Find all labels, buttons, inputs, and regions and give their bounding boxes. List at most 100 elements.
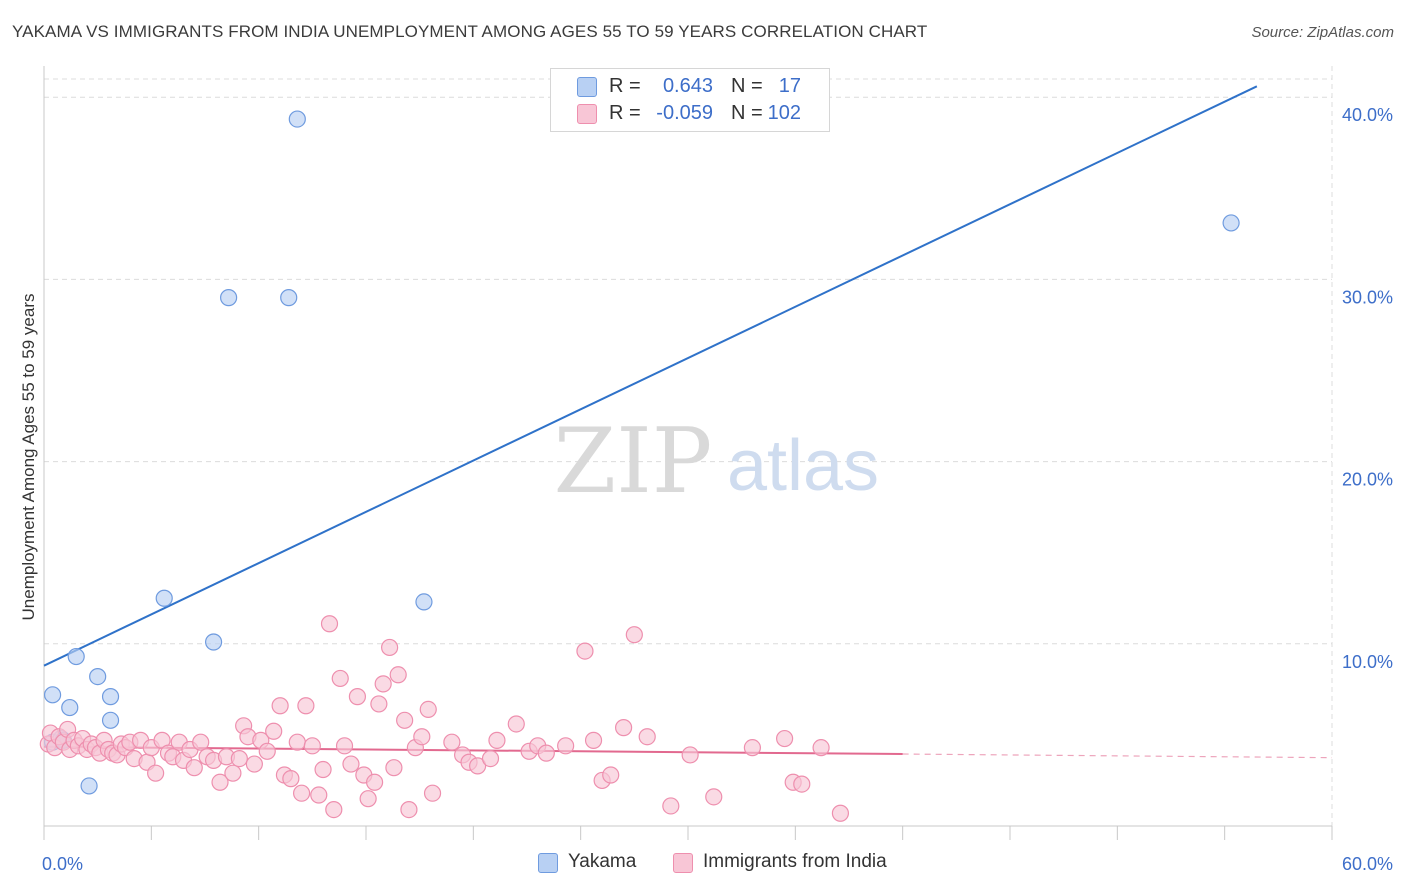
watermark: ZIP atlas <box>554 409 879 514</box>
point-yakama <box>280 289 298 307</box>
point-india <box>385 759 403 777</box>
watermark-zip: ZIP <box>554 409 713 514</box>
point-india <box>331 669 349 688</box>
point-india <box>258 742 276 760</box>
point-india <box>211 773 229 791</box>
point-india <box>831 804 850 822</box>
point-india <box>443 733 461 751</box>
point-india <box>271 697 289 715</box>
point-yakama <box>1222 214 1240 232</box>
legend-n-value: 102 <box>767 102 801 124</box>
legend-swatch-yakama <box>538 853 558 873</box>
point-india <box>423 784 442 802</box>
point-india <box>310 786 328 804</box>
point-india <box>481 749 500 768</box>
point-india <box>775 729 794 748</box>
watermark-atlas: atlas <box>727 426 879 506</box>
chart-title: YAKAMA VS IMMIGRANTS FROM INDIA UNEMPLOY… <box>12 22 928 41</box>
point-india <box>297 697 315 715</box>
point-yakama <box>101 711 120 729</box>
point-india <box>325 801 343 819</box>
point-india <box>576 642 594 660</box>
point-india <box>245 755 263 773</box>
point-india <box>230 749 248 768</box>
point-india <box>348 688 367 706</box>
point-india <box>614 719 633 737</box>
legend-r-label: R = <box>609 75 641 97</box>
legend-swatch-india <box>673 853 693 873</box>
point-india <box>602 766 620 784</box>
point-yakama <box>67 647 85 666</box>
x-tick-label: 60.0% <box>1342 854 1393 874</box>
trend-line-yakama <box>43 85 1258 667</box>
point-yakama <box>101 688 120 706</box>
point-yakama <box>155 589 173 607</box>
point-india <box>400 801 418 819</box>
point-india <box>381 638 399 657</box>
point-india <box>557 737 575 755</box>
point-india <box>469 757 487 775</box>
point-india <box>793 775 811 793</box>
legend-label-india: Immigrants from India <box>703 851 887 872</box>
y-tick-label: 40.0% <box>1342 105 1393 125</box>
point-india <box>374 675 392 693</box>
point-india <box>365 773 384 791</box>
point-india <box>507 715 525 733</box>
point-india <box>743 739 762 757</box>
point-india <box>705 788 723 806</box>
point-india <box>584 731 603 749</box>
axes <box>43 66 1333 840</box>
point-yakama <box>43 686 62 704</box>
x-tick-label: 0.0% <box>42 854 83 874</box>
data-points <box>39 110 1240 822</box>
point-india <box>185 759 203 777</box>
point-india <box>314 760 332 779</box>
point-yakama <box>61 698 79 717</box>
point-india <box>396 711 414 729</box>
point-india <box>625 626 643 644</box>
legend-label-yakama: Yakama <box>568 851 637 872</box>
point-india <box>681 746 699 764</box>
point-india <box>335 737 354 755</box>
legend-r-label: R = <box>609 102 641 124</box>
legend-r-value: -0.059 <box>656 102 713 124</box>
point-india <box>488 731 506 749</box>
point-india <box>320 615 339 633</box>
point-yakama <box>220 289 238 307</box>
point-india <box>662 797 680 815</box>
source-label: Source: ZipAtlas.com <box>1251 24 1394 41</box>
point-yakama <box>204 633 223 651</box>
point-india <box>812 739 830 757</box>
tick-labels: 10.0% 20.0% 30.0% 40.0% 0.0% 60.0% <box>42 105 1393 874</box>
trend-extension-india <box>902 753 1333 759</box>
point-india <box>192 733 210 751</box>
point-yakama <box>89 667 107 686</box>
point-india <box>389 666 407 684</box>
point-india <box>147 764 165 782</box>
y-tick-label: 20.0% <box>1342 470 1393 490</box>
legend-r-value: 0.643 <box>662 75 713 97</box>
legend-swatch-yakama <box>577 77 597 97</box>
legend-row-india: R = -0.059 N = 102 <box>551 100 829 128</box>
point-india <box>293 784 311 802</box>
correlation-legend: R = 0.643 N = 17 R = -0.059 N = 102 <box>550 68 830 132</box>
legend-swatch-india <box>577 104 597 124</box>
point-india <box>359 790 377 808</box>
point-india <box>224 764 242 782</box>
y-tick-label: 30.0% <box>1342 287 1393 307</box>
point-india <box>638 728 656 746</box>
point-india <box>265 722 283 740</box>
point-india <box>303 737 321 755</box>
y-tick-label: 10.0% <box>1342 652 1393 672</box>
point-india <box>413 728 431 746</box>
legend-n-value: 17 <box>778 75 801 97</box>
point-india <box>282 770 300 788</box>
legend-row-yakama: R = 0.643 N = 17 <box>551 73 829 101</box>
point-india <box>419 700 437 718</box>
point-yakama <box>288 110 306 128</box>
point-india <box>342 755 360 773</box>
point-yakama <box>80 777 98 795</box>
point-india <box>288 733 306 751</box>
legend-n-label: N = <box>731 75 763 97</box>
